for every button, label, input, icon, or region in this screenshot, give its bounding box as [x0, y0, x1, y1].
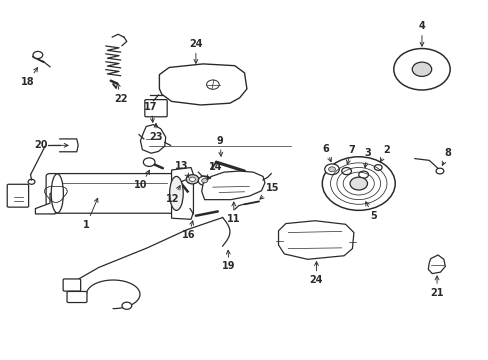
Circle shape [358, 171, 368, 178]
FancyBboxPatch shape [144, 100, 167, 117]
Text: 4: 4 [418, 21, 425, 46]
Circle shape [28, 179, 35, 184]
Circle shape [328, 167, 335, 172]
Circle shape [206, 80, 219, 89]
Text: 13: 13 [174, 161, 188, 177]
Text: 1: 1 [83, 198, 98, 230]
FancyBboxPatch shape [7, 184, 29, 207]
Polygon shape [171, 167, 193, 219]
Polygon shape [201, 171, 264, 200]
Circle shape [324, 164, 339, 175]
Text: 21: 21 [429, 276, 443, 297]
Text: 2: 2 [380, 145, 389, 162]
FancyBboxPatch shape [67, 292, 87, 302]
Text: 16: 16 [182, 221, 195, 240]
Ellipse shape [169, 176, 183, 210]
Circle shape [198, 176, 210, 185]
Text: 9: 9 [216, 136, 223, 156]
Circle shape [411, 62, 431, 76]
Text: 18: 18 [21, 68, 38, 87]
Circle shape [341, 167, 351, 175]
Text: 8: 8 [441, 148, 450, 165]
Circle shape [186, 175, 199, 184]
Circle shape [122, 302, 131, 309]
Ellipse shape [51, 174, 63, 213]
Text: 19: 19 [222, 250, 235, 271]
Text: 12: 12 [166, 186, 180, 203]
Text: 14: 14 [206, 162, 222, 179]
Polygon shape [140, 125, 165, 153]
Circle shape [143, 158, 155, 166]
Circle shape [373, 165, 381, 170]
Text: 24: 24 [189, 39, 202, 63]
Circle shape [393, 49, 449, 90]
Text: 7: 7 [346, 145, 354, 164]
Text: 22: 22 [114, 83, 127, 104]
Text: 10: 10 [134, 170, 149, 190]
Circle shape [189, 177, 195, 181]
Text: 3: 3 [363, 148, 370, 168]
Text: 11: 11 [226, 202, 240, 224]
Text: 23: 23 [149, 123, 163, 142]
Polygon shape [427, 255, 445, 274]
Polygon shape [278, 221, 353, 259]
Text: 17: 17 [144, 102, 158, 122]
Polygon shape [159, 64, 246, 105]
Text: 24: 24 [309, 262, 323, 285]
Circle shape [33, 51, 42, 59]
Text: 5: 5 [365, 202, 376, 221]
Text: 20: 20 [35, 140, 68, 150]
Circle shape [201, 179, 207, 183]
Circle shape [435, 168, 443, 174]
Circle shape [349, 177, 367, 190]
Polygon shape [35, 193, 57, 214]
Text: 15: 15 [260, 183, 279, 199]
FancyBboxPatch shape [46, 174, 180, 213]
Circle shape [322, 157, 394, 210]
FancyBboxPatch shape [63, 279, 81, 291]
Text: 6: 6 [322, 144, 331, 162]
